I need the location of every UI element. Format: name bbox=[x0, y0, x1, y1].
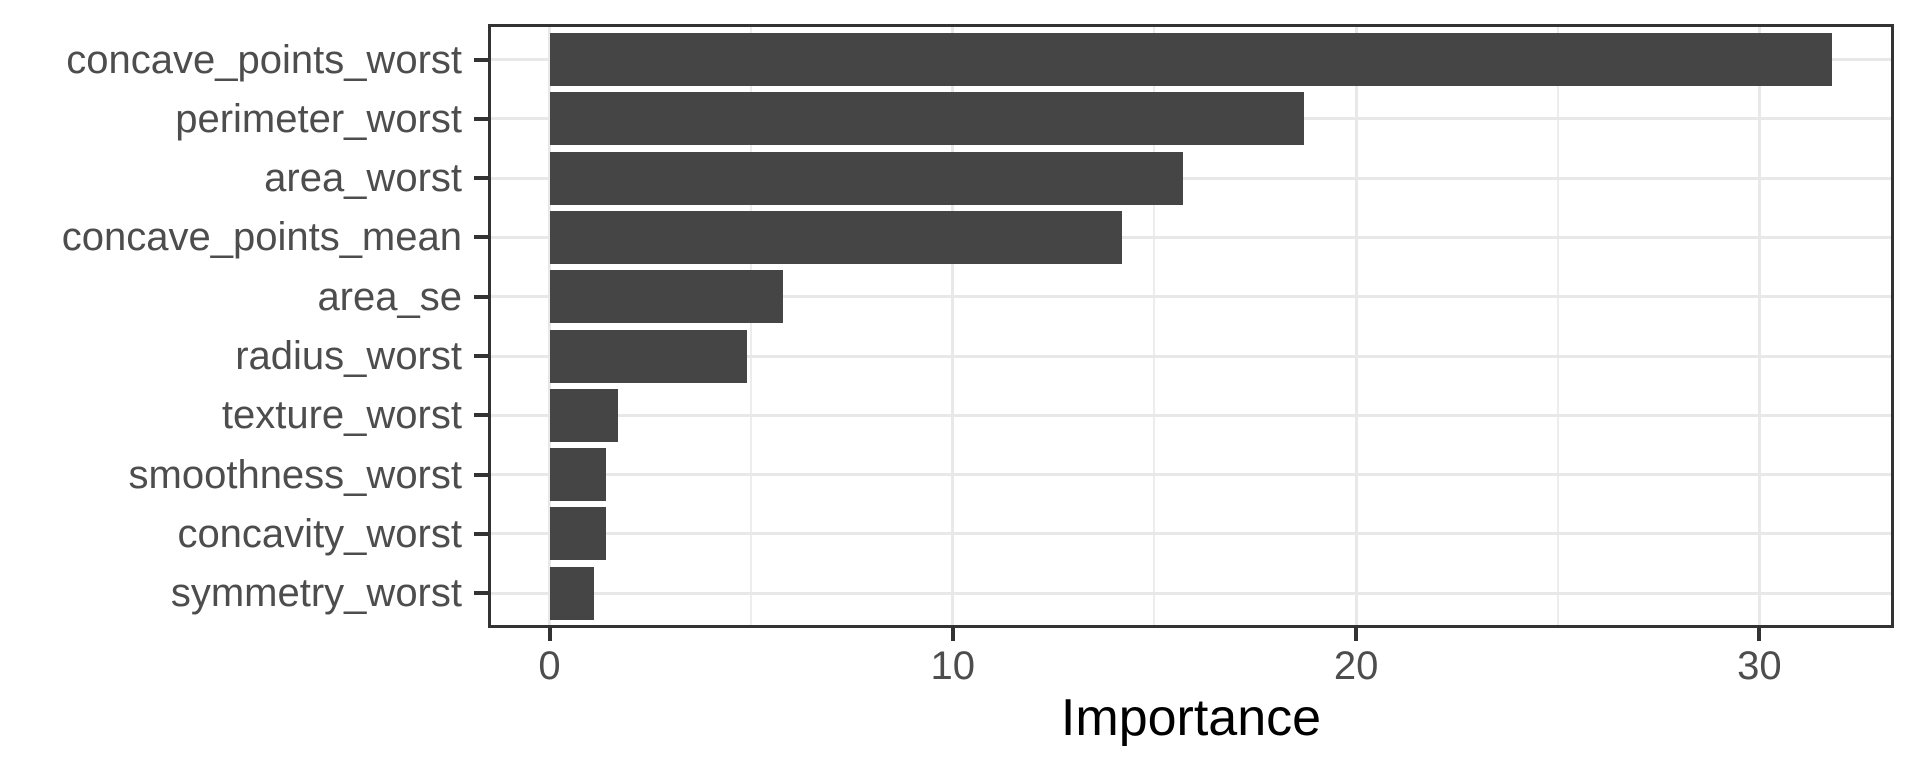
bar-concave_points_worst bbox=[549, 33, 1832, 86]
x-tick-mark bbox=[1757, 628, 1762, 641]
y-tick-label: radius_worst bbox=[235, 334, 462, 378]
bar-perimeter_worst bbox=[549, 92, 1304, 146]
y-tick-mark bbox=[474, 235, 488, 240]
bar-symmetry_worst bbox=[549, 566, 594, 620]
y-tick-label: smoothness_worst bbox=[128, 452, 462, 497]
bar-smoothness_worst bbox=[549, 448, 606, 502]
y-tick-mark bbox=[474, 176, 488, 181]
y-tick-label: concavity_worst bbox=[177, 511, 462, 556]
x-tick-mark bbox=[950, 628, 955, 641]
grid-major-line bbox=[1757, 24, 1761, 628]
x-tick-mark bbox=[547, 628, 552, 641]
bar-area_se bbox=[549, 270, 784, 324]
y-tick-mark bbox=[474, 413, 488, 418]
y-tick-label: area_worst bbox=[264, 156, 462, 201]
y-tick-label: symmetry_worst bbox=[170, 571, 462, 616]
grid-major-line bbox=[488, 176, 1894, 180]
bar-concave_points_mean bbox=[549, 210, 1123, 264]
grid-major-line bbox=[488, 354, 1894, 358]
bar-area_worst bbox=[549, 151, 1183, 205]
grid-major-line bbox=[488, 413, 1894, 417]
grid-major-line bbox=[548, 24, 551, 628]
y-tick-mark bbox=[474, 354, 488, 358]
grid-major-line bbox=[488, 591, 1894, 595]
x-tick-label: 20 bbox=[1333, 644, 1379, 688]
x-tick-label: 10 bbox=[930, 644, 976, 688]
y-tick-label: area_se bbox=[317, 274, 462, 319]
grid-minor-line bbox=[1556, 24, 1559, 628]
grid-major-line bbox=[488, 532, 1894, 536]
y-tick-label: perimeter_worst bbox=[175, 96, 462, 141]
x-tick-label: 30 bbox=[1737, 644, 1782, 688]
x-tick-mark bbox=[1354, 628, 1359, 641]
bar-radius_worst bbox=[549, 329, 748, 383]
bar-texture_worst bbox=[549, 388, 619, 442]
grid-major-line bbox=[488, 473, 1894, 477]
y-tick-mark bbox=[474, 116, 488, 121]
x-axis-title: Importance bbox=[1060, 689, 1322, 747]
y-tick-label: concave_points_mean bbox=[61, 215, 462, 260]
grid-major-line bbox=[1354, 24, 1358, 628]
y-tick-label: texture_worst bbox=[221, 393, 462, 438]
grid-major-line bbox=[488, 235, 1894, 239]
x-tick-label: 0 bbox=[538, 644, 561, 688]
y-tick-mark bbox=[474, 472, 488, 477]
y-tick-mark bbox=[474, 294, 488, 299]
grid-minor-line bbox=[1153, 24, 1156, 628]
grid-major-line bbox=[488, 295, 1894, 299]
y-tick-mark bbox=[474, 57, 488, 62]
y-tick-mark bbox=[474, 531, 488, 536]
y-tick-label: concave_points_worst bbox=[66, 37, 462, 82]
y-tick-mark bbox=[474, 591, 488, 596]
grid-minor-line bbox=[750, 24, 753, 628]
grid-major-line bbox=[951, 24, 955, 628]
bar-concavity_worst bbox=[549, 507, 606, 561]
